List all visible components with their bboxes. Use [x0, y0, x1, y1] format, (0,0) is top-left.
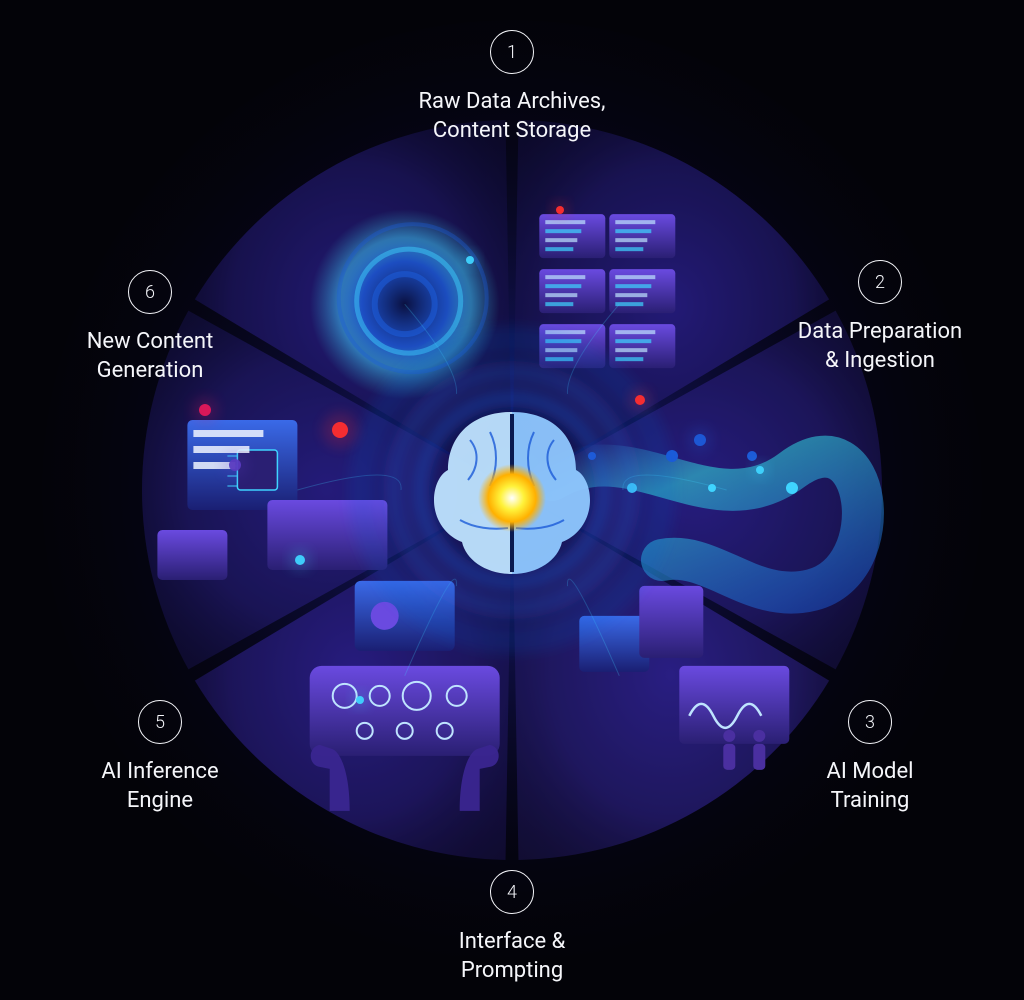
step-badge-${s.n}: 5	[138, 700, 182, 744]
step-badge-${s.n}: 6	[128, 270, 172, 314]
step-badge-${s.n}: 2	[858, 260, 902, 304]
diagram-canvas	[0, 0, 1024, 1000]
step-title-${s.n}: AI Inference Engine	[30, 758, 290, 815]
label-5: 5 AI Inference Engine	[30, 700, 290, 815]
step-badge-${s.n}: 1	[490, 30, 534, 74]
step-title-${s.n}: AI Model Training	[740, 758, 1000, 815]
ai-lifecycle-infographic: 1 Raw Data Archives, Content Storage 2 D…	[0, 0, 1024, 1000]
step-badge-${s.n}: 3	[848, 700, 892, 744]
step-badge-${s.n}: 4	[490, 870, 534, 914]
step-title-${s.n}: Raw Data Archives, Content Storage	[382, 88, 642, 145]
label-4: 4 Interface & Prompting	[382, 870, 642, 985]
label-3: 3 AI Model Training	[740, 700, 1000, 815]
label-1: 1 Raw Data Archives, Content Storage	[382, 30, 642, 145]
step-title-${s.n}: New Content Generation	[20, 328, 280, 385]
label-2: 2 Data Preparation & Ingestion	[750, 260, 1010, 375]
step-title-${s.n}: Interface & Prompting	[382, 928, 642, 985]
step-title-${s.n}: Data Preparation & Ingestion	[750, 318, 1010, 375]
label-6: 6 New Content Generation	[20, 270, 280, 385]
